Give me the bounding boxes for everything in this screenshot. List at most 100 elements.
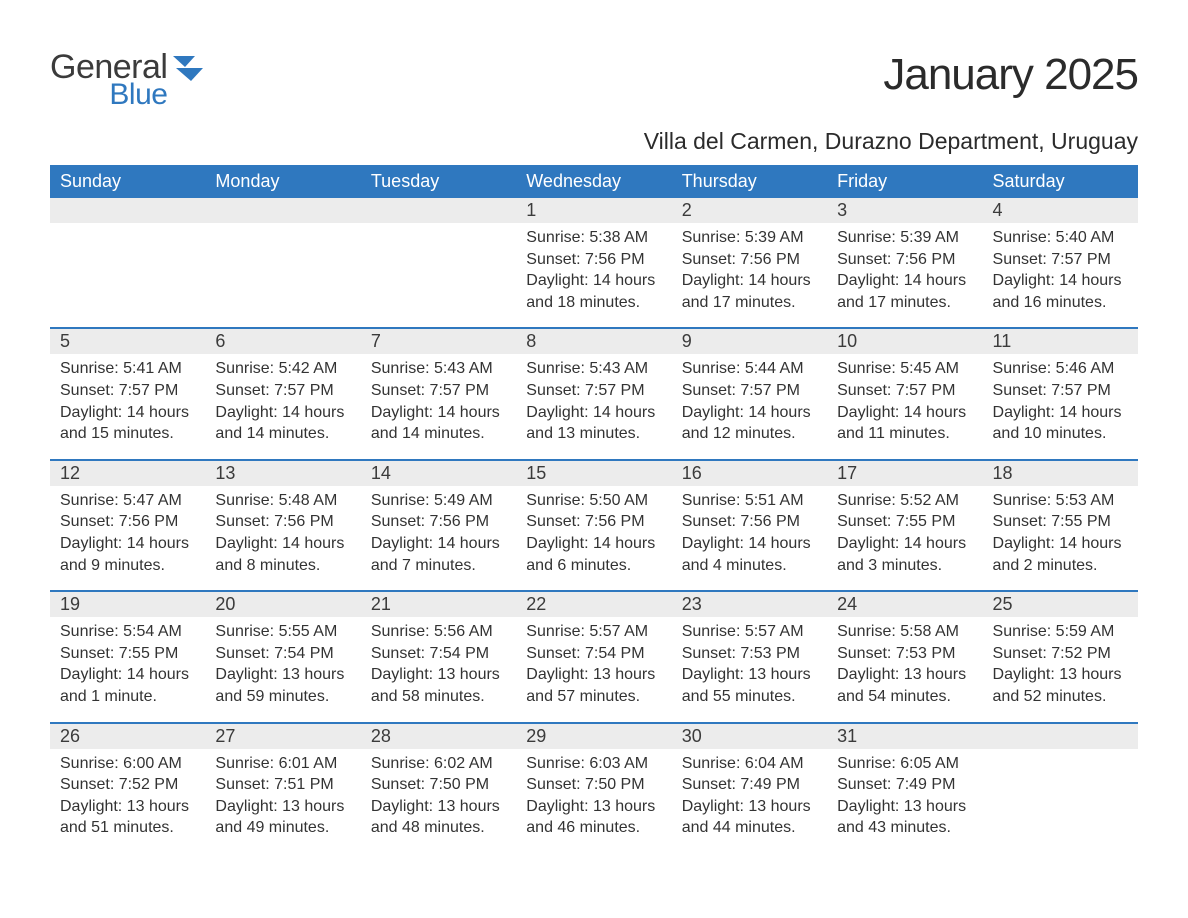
day-body-cell: Sunrise: 5:47 AMSunset: 7:56 PMDaylight:… [50,486,205,591]
daylight-line-1: Daylight: 14 hours [60,402,195,424]
day-number: 23 [682,594,702,614]
daylight-line-1: Daylight: 14 hours [526,402,661,424]
weekday-header: Friday [827,165,982,198]
daylight-line-2: and 46 minutes. [526,817,661,839]
sunset-text: Sunset: 7:57 PM [215,380,350,402]
daylight-line-2: and 17 minutes. [837,292,972,314]
sunset-text: Sunset: 7:52 PM [60,774,195,796]
sunrise-text: Sunrise: 5:50 AM [526,490,661,512]
sunrise-text: Sunrise: 5:57 AM [526,621,661,643]
daylight-line-1: Daylight: 13 hours [215,664,350,686]
daylight-line-2: and 44 minutes. [682,817,817,839]
sunrise-text: Sunrise: 6:05 AM [837,753,972,775]
daylight-line-2: and 3 minutes. [837,555,972,577]
location-subtitle: Villa del Carmen, Durazno Department, Ur… [50,128,1138,155]
day-number: 31 [837,726,857,746]
page-title: January 2025 [883,50,1138,100]
sunrise-text: Sunrise: 5:58 AM [837,621,972,643]
daylight-line-1: Daylight: 14 hours [837,402,972,424]
sunset-text: Sunset: 7:57 PM [993,380,1128,402]
sunrise-text: Sunrise: 5:56 AM [371,621,506,643]
day-number: 26 [60,726,80,746]
calendar-table: Sunday Monday Tuesday Wednesday Thursday… [50,165,1138,853]
daylight-line-1: Daylight: 13 hours [371,796,506,818]
day-number: 29 [526,726,546,746]
day-body-cell: Sunrise: 5:54 AMSunset: 7:55 PMDaylight:… [50,617,205,722]
day-number-cell: 6 [205,328,360,354]
day-body-cell: Sunrise: 5:59 AMSunset: 7:52 PMDaylight:… [983,617,1138,722]
weekday-header: Thursday [672,165,827,198]
sunrise-text: Sunrise: 6:01 AM [215,753,350,775]
sunrise-text: Sunrise: 5:59 AM [993,621,1128,643]
sunrise-text: Sunrise: 5:54 AM [60,621,195,643]
day-body-row: Sunrise: 5:41 AMSunset: 7:57 PMDaylight:… [50,354,1138,459]
day-body-row: Sunrise: 6:00 AMSunset: 7:52 PM Daylight:… [50,749,1138,853]
daylight-line-2: and 48 minutes. [371,817,506,839]
weekday-header: Wednesday [516,165,671,198]
sunset-text: Sunset: 7:49 PM [837,774,972,796]
day-body-cell: Sunrise: 5:57 AMSunset: 7:54 PMDaylight:… [516,617,671,722]
sunset-text: Sunset: 7:56 PM [526,511,661,533]
sunrise-text: Sunrise: 5:44 AM [682,358,817,380]
daylight-line-2: and 12 minutes. [682,423,817,445]
day-number-cell: 28 [361,723,516,749]
day-number: 17 [837,463,857,483]
daylight-line-1: Daylight: 14 hours [371,402,506,424]
day-body-cell: Sunrise: 5:38 AMSunset: 7:56 PMDaylight:… [516,223,671,328]
day-number: 3 [837,200,847,220]
sunset-text: Sunset: 7:52 PM [993,643,1128,665]
day-body-cell: Sunrise: 5:46 AMSunset: 7:57 PMDaylight:… [983,354,1138,459]
day-number-cell: 12 [50,460,205,486]
daylight-line-2: and 54 minutes. [837,686,972,708]
day-number: 4 [993,200,1003,220]
day-body-cell: Sunrise: 6:04 AMSunset: 7:49 PMDaylight:… [672,749,827,853]
sunset-text: Sunset: 7:56 PM [526,249,661,271]
day-number-cell [361,198,516,223]
daylight-line-1: Daylight: 13 hours [993,664,1128,686]
sunset-text: Sunset: 7:49 PM [682,774,817,796]
day-number: 11 [993,331,1012,351]
sunrise-text: Sunrise: 5:46 AM [993,358,1128,380]
daylight-line-1: Daylight: 13 hours [371,664,506,686]
brand-text: General Blue [50,50,167,110]
sunset-text: Sunset: 7:54 PM [526,643,661,665]
daylight-line-1: Daylight: 14 hours [993,402,1128,424]
day-number-cell: 31 [827,723,982,749]
day-number-cell: 15 [516,460,671,486]
sunset-text: Sunset: 7:56 PM [682,249,817,271]
day-number-cell: 23 [672,591,827,617]
day-body-cell: Sunrise: 6:03 AMSunset: 7:50 PMDaylight:… [516,749,671,853]
day-number-cell: 20 [205,591,360,617]
sunset-text: Sunset: 7:57 PM [682,380,817,402]
daylight-line-2: and 52 minutes. [993,686,1128,708]
sunset-text: Sunset: 7:56 PM [837,249,972,271]
day-body-cell: Sunrise: 5:53 AMSunset: 7:55 PMDaylight:… [983,486,1138,591]
sunset-text: Sunset: 7:56 PM [60,511,195,533]
day-number-cell: 9 [672,328,827,354]
sunset-text: Sunset: 7:53 PM [682,643,817,665]
sunrise-text: Sunrise: 6:04 AM [682,753,817,775]
daylight-line-1: Daylight: 14 hours [837,270,972,292]
daylight-line-1: Daylight: 14 hours [526,533,661,555]
day-body-cell: Sunrise: 5:55 AMSunset: 7:54 PMDaylight:… [205,617,360,722]
daylight-line-2: and 18 minutes. [526,292,661,314]
day-number-cell: 30 [672,723,827,749]
daylight-line-1: Daylight: 14 hours [837,533,972,555]
daylight-line-2: and 16 minutes. [993,292,1128,314]
day-number-row: 567891011 [50,328,1138,354]
day-number-cell: 13 [205,460,360,486]
sunrise-text: Sunrise: 6:00 AM [60,753,195,775]
daylight-line-2: and 14 minutes. [215,423,350,445]
weekday-header: Saturday [983,165,1138,198]
daylight-line-1: Daylight: 13 hours [682,664,817,686]
day-number-cell: 10 [827,328,982,354]
day-number-row: 1234 [50,198,1138,223]
day-body-cell: Sunrise: 5:43 AMSunset: 7:57 PMDaylight:… [516,354,671,459]
day-number: 25 [993,594,1013,614]
daylight-line-2: and 17 minutes. [682,292,817,314]
day-number-cell [205,198,360,223]
header-row: General Blue January 2025 [50,50,1138,110]
day-body-cell [983,749,1138,853]
daylight-line-1: Daylight: 13 hours [837,664,972,686]
sunset-text: Sunset: 7:50 PM [526,774,661,796]
